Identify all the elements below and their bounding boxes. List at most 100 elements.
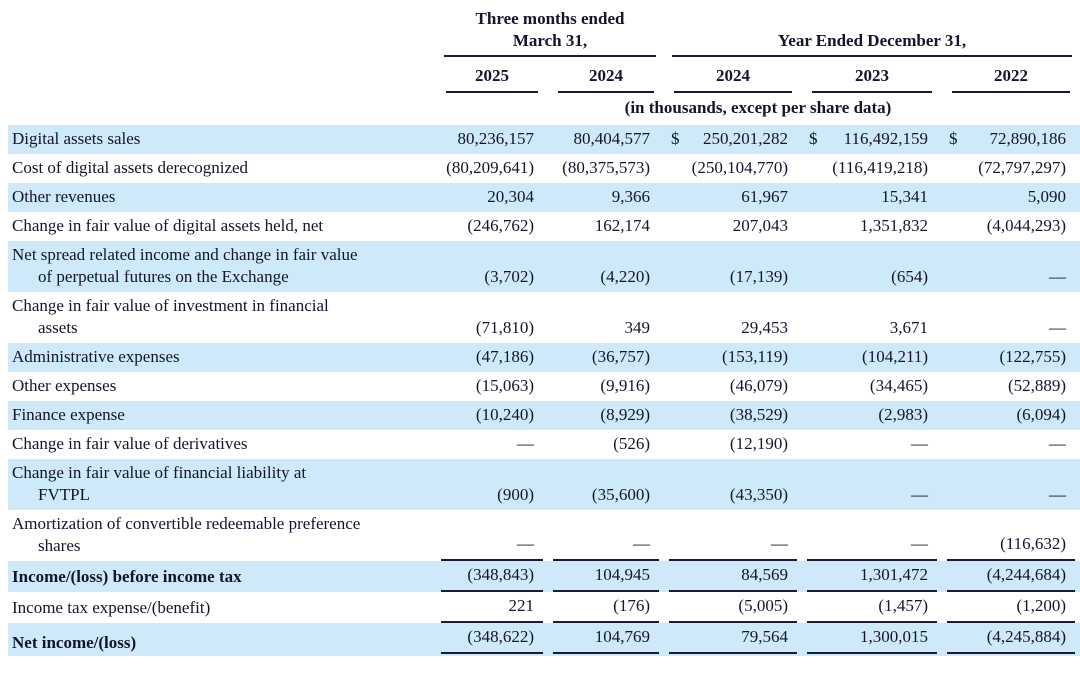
col-header-label: 2023 [855,66,889,85]
cell-value: (4,220) [600,267,650,286]
cell-value: (9,916) [600,376,650,395]
col-header-label: 2024 [716,66,750,85]
cell-value: — [802,510,942,561]
col-header-q-2025: 2025 [436,57,548,93]
table-row-other-revenues: Other revenues 20,304 9,366 61,967 15,34… [8,183,1080,212]
cell-value: — [1049,485,1067,504]
row-label: Cost of digital assets derecognized [12,158,249,177]
table-row-cost-derecognized: Cost of digital assets derecognized (80,… [8,154,1080,183]
cell-value: 104,945 [548,561,664,592]
header-year-group: Year Ended December 31, [664,8,1080,57]
cell-value: 207,043 [732,216,788,235]
cell-value: (46,079) [729,376,788,395]
row-label: Digital assets sales [12,129,141,148]
table-row-income-before-tax: Income/(loss) before income tax (348,843… [8,561,1080,592]
cell-value: (71,810) [475,318,534,337]
row-label: Change in fair value of financial liabil… [12,463,307,504]
income-statement-page: Three months ended March 31, Year Ended … [8,8,1080,656]
cell-value: 80,236,157 [457,129,535,148]
row-label: Income/(loss) before income tax [12,567,242,586]
table-row-income-tax-expense: Income tax expense/(benefit) 221 (176) (… [8,592,1080,623]
col-header-y-2023: 2023 [802,57,942,93]
header-group-row: Three months ended March 31, Year Ended … [8,8,1080,57]
row-label: Net spread related income and change in … [12,245,358,286]
cell-value: 61,967 [741,187,788,206]
cell-value: (38,529) [729,405,788,424]
cell-value: 1,351,832 [860,216,928,235]
col-header-q-2024: 2024 [548,57,664,93]
cell-value: — [517,434,534,453]
units-note: (in thousands, except per share data) [624,98,892,117]
table-row-finance-expense: Finance expense (10,240) (8,929) (38,529… [8,401,1080,430]
quarter-group-line1: Three months ended [475,9,625,28]
cell-value: 349 [624,318,651,337]
cell-value: 1,301,472 [802,561,942,592]
col-header-label: 2025 [475,66,509,85]
cell-value: (2,983) [878,405,928,424]
cell-value: (526) [613,434,650,453]
header-quarter-group: Three months ended March 31, [436,8,664,57]
header-spacer [8,57,436,93]
cell-value: 9,366 [611,187,650,206]
cell-value: (15,063) [475,376,534,395]
cell-value: 104,769 [548,623,664,656]
cell-value: (348,622) [436,623,548,656]
table-row-net-spread-income: Net spread related income and change in … [8,241,1080,292]
cell-value: 162,174 [594,216,650,235]
table-row-fv-digital-assets-held: Change in fair value of digital assets h… [8,212,1080,241]
cell-value: (1,200) [942,592,1080,623]
cell-value: $116,492,159 [809,129,928,148]
cell-value: (104,211) [862,347,928,366]
cell-value: 15,341 [881,187,928,206]
header-spacer [8,8,436,57]
cell-value: (176) [548,592,664,623]
row-label: Change in fair value of investment in fi… [12,296,329,337]
cell-value: (246,762) [467,216,534,235]
cell-value: 5,090 [1027,187,1067,206]
cell-value: 84,569 [664,561,802,592]
table-row-other-expenses: Other expenses (15,063) (9,916) (46,079)… [8,372,1080,401]
cell-value: (10,240) [475,405,534,424]
cell-value: 20,304 [487,187,534,206]
dollar-sign: $ [949,129,958,148]
cell-value: — [1049,318,1067,337]
cell-value: — [548,510,664,561]
cell-value: (34,465) [869,376,928,395]
cell-value: (122,755) [999,347,1067,366]
cell-value: (4,044,293) [986,216,1067,235]
cell-value: 3,671 [889,318,928,337]
cell-value: $72,890,186 [949,129,1067,148]
row-label: Income tax expense/(benefit) [12,598,211,617]
cell-value: (80,375,573) [562,158,650,177]
row-label: Other expenses [12,376,117,395]
col-header-label: 2022 [994,66,1028,85]
cell-value: (250,104,770) [691,158,788,177]
cell-value: (72,797,297) [978,158,1067,177]
cell-value: 29,453 [741,318,788,337]
table-row-net-income: Net income/(loss) (348,622) 104,769 79,5… [8,623,1080,656]
cell-value: (654) [891,267,928,286]
cell-value: (116,419,218) [832,158,928,177]
row-label: Change in fair value of digital assets h… [12,216,324,235]
cell-value: 221 [436,592,548,623]
cell-value: (3,702) [484,267,534,286]
cell-value: — [1049,267,1067,286]
cell-value: — [436,510,548,561]
cell-value: (1,457) [802,592,942,623]
cell-value: (4,244,684) [942,561,1080,592]
cell-value: (12,190) [729,434,788,453]
col-header-y-2022: 2022 [942,57,1080,93]
cell-value: $250,201,282 [671,129,788,148]
cell-value: (153,119) [722,347,788,366]
cell-value: (47,186) [475,347,534,366]
cell-value: — [911,485,928,504]
cell-value: (52,889) [1007,376,1067,395]
row-label: Administrative expenses [12,347,180,366]
quarter-group-line2: March 31, [512,31,588,50]
cell-value: (80,209,641) [446,158,534,177]
cell-value: (43,350) [729,485,788,504]
cell-value: (8,929) [600,405,650,424]
table-row-digital-assets-sales: Digital assets sales 80,236,157 80,404,5… [8,125,1080,154]
cell-value: (36,757) [591,347,650,366]
cell-value: (17,139) [729,267,788,286]
